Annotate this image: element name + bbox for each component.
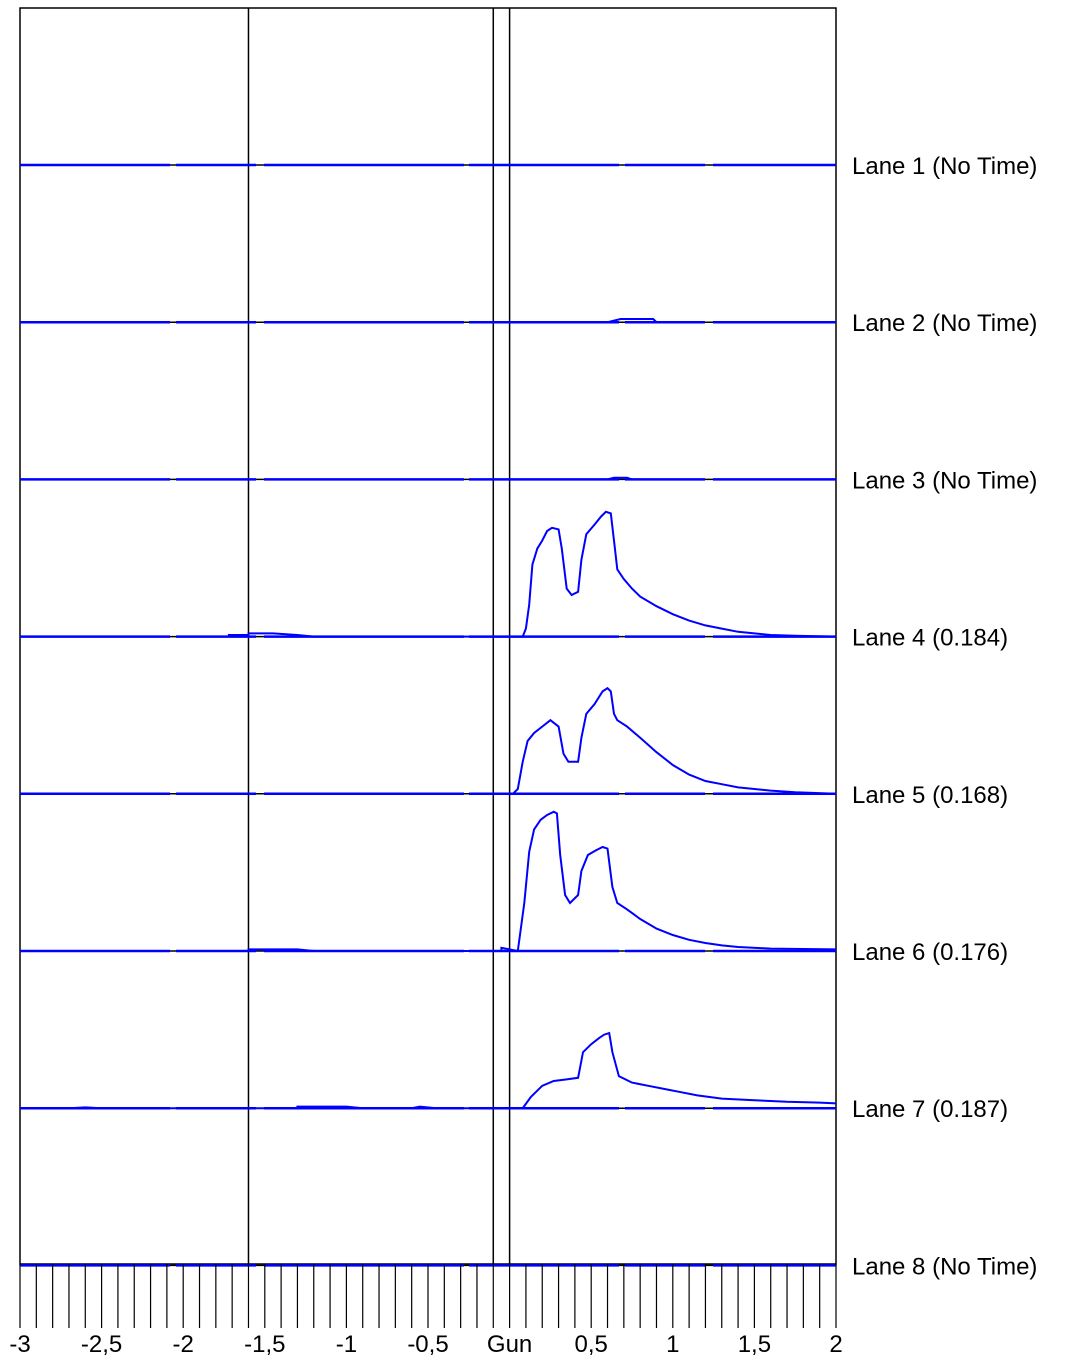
lane-traces <box>20 163 837 1267</box>
x-tick-label: Gun <box>487 1331 532 1358</box>
lane-trace-6 <box>247 810 837 953</box>
x-tick-label: 1,5 <box>738 1331 771 1358</box>
lane-trace-7 <box>68 1031 837 1110</box>
lane-label-2: Lane 2 (No Time) <box>852 310 1037 337</box>
lane-label-4: Lane 4 (0.184) <box>852 625 1008 652</box>
lane-baselines <box>20 164 836 1267</box>
lane-label-8: Lane 8 (No Time) <box>852 1253 1037 1280</box>
lane-label-6: Lane 6 (0.176) <box>852 939 1008 966</box>
x-tick-label: 1 <box>666 1331 679 1358</box>
x-tick-label: -2 <box>173 1331 194 1358</box>
lane-labels: Lane 1 (No Time) Lane 2 (No Time) Lane 3 (… <box>852 153 1037 1280</box>
x-tick-label: 2 <box>829 1331 842 1358</box>
lane-trace-2 <box>607 318 658 324</box>
x-tick-label: -3 <box>9 1331 30 1358</box>
x-tick-label: -1,5 <box>244 1331 285 1358</box>
lane-trace-4 <box>227 510 837 638</box>
lane-trace-5 <box>512 686 837 795</box>
x-tick-label: -0,5 <box>407 1331 448 1358</box>
lane-label-7: Lane 7 (0.187) <box>852 1096 1008 1123</box>
x-tick-label: -2,5 <box>81 1331 122 1358</box>
x-axis: -3 -2,5 -2 -1,5 -1 -0,5 Gun 0,5 1 1,5 2 <box>9 1264 843 1358</box>
lane-label-5: Lane 5 (0.168) <box>852 782 1008 809</box>
lane-trace-3 <box>607 476 633 481</box>
lane-label-1: Lane 1 (No Time) <box>852 153 1037 180</box>
x-tick-label: 0,5 <box>575 1331 608 1358</box>
x-tick-label: -1 <box>336 1331 357 1358</box>
lane-label-3: Lane 3 (No Time) <box>852 467 1037 494</box>
